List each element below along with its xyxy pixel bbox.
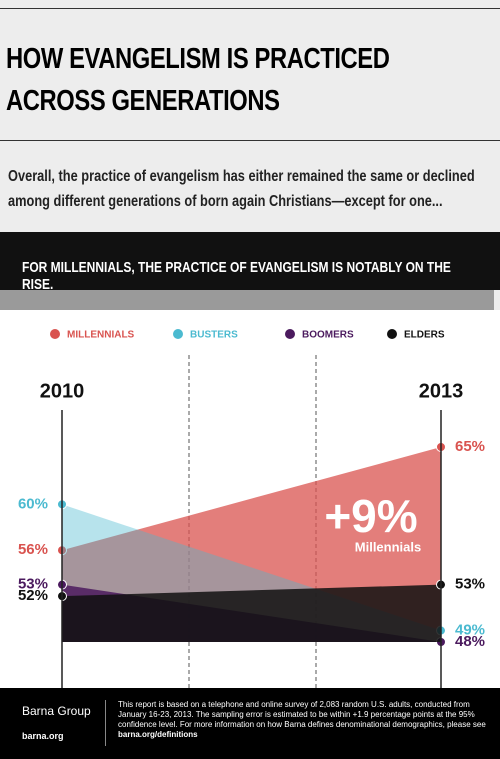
value-label: 60% [18, 495, 48, 512]
banner: FOR MILLENNIALS, THE PRACTICE OF EVANGEL… [22, 259, 451, 293]
url: barna.org [22, 731, 64, 741]
legend-label: ELDERS [404, 330, 445, 341]
value-label: 65% [455, 438, 485, 455]
note-text: This report is based on a telephone and … [118, 700, 486, 729]
annotation: +9% [324, 490, 417, 542]
title: HOW EVANGELISM IS PRACTICED ACROSS GENER… [6, 43, 390, 117]
subtitle: Overall, the practice of evangelism has … [8, 168, 475, 210]
grey-bar [0, 290, 494, 310]
legend-label: MILLENNIALS [67, 330, 135, 341]
brand: Barna Group [22, 704, 91, 718]
note: This report is based on a telephone and … [118, 700, 490, 740]
separator [105, 700, 106, 746]
legend-dot [387, 329, 397, 339]
value-label: 53% [18, 576, 48, 593]
legend-label: BOOMERS [302, 330, 354, 341]
value-label: 52% [18, 587, 48, 604]
footer [0, 688, 500, 759]
year-label: 2010 [40, 380, 85, 402]
note-link: barna.org/definitions [118, 730, 198, 739]
value-label: 49% [455, 621, 485, 638]
year-label: 2013 [419, 380, 464, 402]
legend-dot [285, 329, 295, 339]
legend-dot [50, 329, 60, 339]
value-label: 53% [455, 576, 485, 593]
rule [0, 140, 500, 141]
top-rule [0, 8, 500, 9]
series-area [62, 584, 441, 642]
legend-dot [173, 329, 183, 339]
value-label: 48% [455, 633, 485, 650]
chart: MILLENNIALS BUSTERS BOOMERS ELDERS 2010 2013 5… [0, 310, 500, 688]
banner-background [0, 232, 500, 290]
annotation: Millennials [355, 539, 421, 554]
value-label: 56% [18, 541, 48, 558]
legend-label: BUSTERS [190, 330, 238, 341]
